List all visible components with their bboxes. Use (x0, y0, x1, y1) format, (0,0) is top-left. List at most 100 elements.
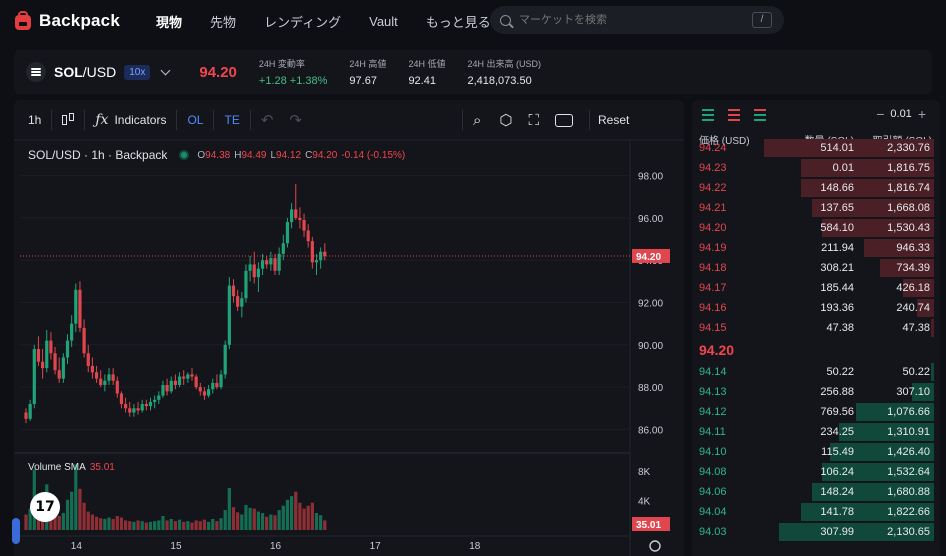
bid-row[interactable]: 94.13 256.88 307.10 (692, 382, 940, 402)
ask-row[interactable]: 94.15 47.38 47.38 (692, 318, 940, 338)
x-tick-label: 16 (270, 541, 282, 552)
bid-row[interactable]: 94.04 141.78 1,822.66 (692, 502, 940, 522)
quick-search-icon[interactable]: ⌕ (472, 111, 482, 129)
volume-label: Volume SMA (28, 462, 86, 473)
book-view-both-icon[interactable] (702, 109, 714, 121)
candle-body (323, 251, 327, 256)
candle-body (227, 285, 231, 345)
minus-icon[interactable]: − (876, 106, 885, 122)
ask-row[interactable]: 94.17 185.44 426.18 (692, 278, 940, 298)
y-tick-label: 96.00 (638, 214, 663, 225)
nav-spot[interactable]: 現物 (156, 14, 183, 30)
camera-icon[interactable] (555, 113, 574, 127)
candle-body (148, 401, 153, 407)
scroll-handle[interactable] (12, 518, 20, 544)
volume-bar (78, 488, 82, 530)
ask-total: 946.33 (896, 242, 930, 254)
col-price: 価格 (USD) (699, 136, 750, 147)
stat-change: 24H 変動率 +1.28 +1.38% (259, 57, 328, 87)
candle-body (157, 395, 161, 400)
candle-body (294, 209, 298, 218)
bid-row[interactable]: 94.11 234.25 1,310.91 (692, 422, 940, 442)
reset-button[interactable]: Reset (598, 113, 630, 127)
depth-bar (822, 219, 934, 237)
settings-hexagon-icon[interactable]: ⬡ (499, 112, 513, 129)
candle-body (240, 298, 244, 307)
depth-bar (864, 239, 934, 257)
candle-body (57, 370, 61, 379)
brand-logo[interactable]: Backpack (14, 11, 120, 31)
x-tick-label: 15 (170, 541, 182, 552)
candle-body (277, 253, 281, 271)
price-chart[interactable]: 98.0096.0094.0092.0090.0088.0086.008K4K1… (14, 100, 684, 556)
volume-bar (290, 496, 294, 530)
nav-futures[interactable]: 先物 (210, 14, 237, 30)
ask-row[interactable]: 94.19 211.94 946.33 (692, 238, 940, 258)
brand-name: Backpack (39, 11, 120, 30)
volume-bar (323, 520, 327, 530)
volume-bar (294, 491, 298, 530)
volume-bar (148, 521, 153, 530)
top-nav: Backpack 現物 先物 レンディング Vault もっと見る / (0, 0, 946, 42)
redo-icon[interactable]: ↷ (289, 112, 302, 129)
last-price: 94.20 (199, 63, 237, 81)
ask-row[interactable]: 94.18 308.21 734.39 (692, 258, 940, 278)
nav-vault[interactable]: Vault (369, 13, 398, 29)
ask-row[interactable]: 94.23 0.01 1,816.75 (692, 158, 940, 178)
volume-value: 35.01 (89, 462, 115, 473)
nav-lending[interactable]: レンディング (264, 14, 342, 30)
ask-row[interactable]: 94.16 193.36 240.74 (692, 298, 940, 318)
ask-row[interactable]: 94.21 137.65 1,668.08 (692, 198, 940, 218)
tradingview-logo-icon[interactable]: 17 (30, 492, 60, 522)
candle-body (265, 260, 269, 265)
market-search[interactable]: / (490, 6, 784, 34)
bid-row[interactable]: 94.08 106.24 1,532.64 (692, 462, 940, 482)
ask-price: 94.16 (699, 302, 727, 314)
volume-bar (219, 518, 223, 530)
divider (84, 110, 86, 130)
volume-bar (248, 507, 252, 530)
volume-bar (86, 511, 90, 530)
plus-icon[interactable]: + (917, 106, 926, 122)
search-input[interactable] (519, 14, 739, 26)
ask-row[interactable]: 94.24 514.01 2,330.76 (692, 138, 940, 158)
bid-row[interactable]: 94.10 115.49 1,426.40 (692, 442, 940, 462)
volume-bar (310, 502, 314, 530)
nav-more[interactable]: もっと見る (426, 12, 505, 31)
bid-row[interactable]: 94.14 50.22 50.22 (692, 362, 940, 382)
bid-total: 307.10 (896, 386, 930, 398)
candle-body (194, 376, 198, 388)
candle-body (285, 222, 290, 244)
depth-bar (839, 423, 934, 441)
ask-row[interactable]: 94.20 584.10 1,530.43 (692, 218, 940, 238)
candle-body (252, 264, 256, 278)
volume-bar (74, 464, 78, 530)
bid-size: 234.25 (820, 426, 854, 438)
candle-type-button[interactable] (62, 113, 75, 127)
candle-body (182, 376, 186, 379)
bid-row[interactable]: 94.12 769.56 1,076.66 (692, 402, 940, 422)
market-pair-selector[interactable]: SOL/USD (54, 64, 116, 80)
y-tick-label: 92.00 (638, 299, 663, 310)
fullscreen-icon[interactable]: ⛶ (528, 111, 540, 129)
ask-size: 137.65 (820, 202, 854, 214)
candle-body (202, 391, 207, 396)
te-button[interactable]: TE (224, 113, 240, 127)
ask-price: 94.22 (699, 182, 727, 194)
bid-row[interactable]: 94.03 307.99 2,130.65 (692, 522, 940, 542)
undo-icon[interactable]: ↶ (260, 112, 274, 129)
chevron-down-icon[interactable] (160, 65, 171, 75)
indicators-button[interactable]: ƒx Indicators (95, 112, 166, 128)
candle-body (302, 220, 306, 231)
book-view-asks-icon[interactable] (728, 109, 740, 121)
volume-bar (169, 518, 173, 530)
divider (51, 110, 53, 130)
book-view-bids-icon[interactable] (754, 109, 766, 121)
ask-row[interactable]: 94.22 148.66 1,816.74 (692, 178, 940, 198)
bid-row[interactable]: 94.06 148.24 1,680.88 (692, 482, 940, 502)
candle-body (231, 285, 236, 297)
volume-bar (227, 488, 231, 530)
ol-button[interactable]: OL (187, 113, 204, 127)
interval-button[interactable]: 1h (28, 113, 42, 127)
stat-value: 97.67 (349, 75, 377, 87)
